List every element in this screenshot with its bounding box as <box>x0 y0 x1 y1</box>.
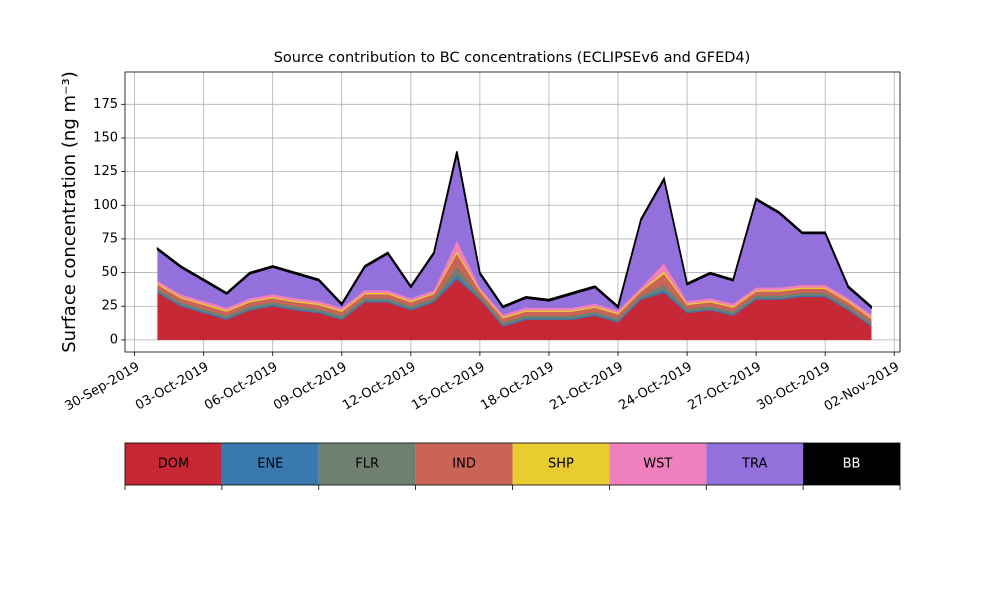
y-tick-label: 75 <box>101 231 118 246</box>
x-tick-label: 18-Oct-2019 <box>478 360 556 414</box>
x-tick-label: 24-Oct-2019 <box>616 360 694 414</box>
y-tick-label: 0 <box>110 332 118 347</box>
x-tick-label: 12-Oct-2019 <box>340 360 418 414</box>
y-tick-label: 50 <box>101 265 118 280</box>
y-tick-label: 150 <box>93 130 118 145</box>
legend-swatch <box>512 443 610 485</box>
legend-swatch <box>318 443 416 485</box>
legend-swatch <box>221 443 319 485</box>
x-tick-label: 15-Oct-2019 <box>409 360 487 414</box>
legend-label: FLR <box>355 457 379 472</box>
legend-swatch <box>803 443 900 485</box>
legend-label: ENE <box>257 457 283 472</box>
y-tick-label: 25 <box>101 299 118 314</box>
legend-label: DOM <box>158 457 189 472</box>
x-tick-label: 02-Nov-2019 <box>822 360 902 415</box>
x-tick-label: 06-Oct-2019 <box>202 360 280 414</box>
x-tick-label: 09-Oct-2019 <box>271 360 349 414</box>
legend-swatch <box>609 443 707 485</box>
legend-frame <box>124 442 901 486</box>
legend-label: SHP <box>548 457 574 472</box>
x-tick-label: 30-Sep-2019 <box>63 360 143 415</box>
legend-swatch <box>415 443 513 485</box>
y-tick-label: 100 <box>93 198 118 213</box>
chart-title: Source contribution to BC concentrations… <box>274 50 751 66</box>
x-tick-label: 21-Oct-2019 <box>547 360 625 414</box>
area <box>156 151 872 310</box>
x-tick-label: 27-Oct-2019 <box>685 360 763 414</box>
x-tick-label: 03-Oct-2019 <box>133 360 211 414</box>
y-tick-label: 125 <box>93 164 118 179</box>
plot-frame <box>124 71 901 353</box>
y-tick-label: 175 <box>93 97 118 112</box>
legend-swatch <box>125 443 222 485</box>
legend-label: BB <box>843 457 861 472</box>
legend-swatch <box>706 443 804 485</box>
x-tick-label: 30-Oct-2019 <box>755 360 833 414</box>
legend-label: IND <box>452 457 476 472</box>
y-axis-label: Surface concentration (ng m⁻³) <box>59 71 80 353</box>
legend-label: WST <box>643 457 672 472</box>
legend-label: TRA <box>741 457 767 472</box>
